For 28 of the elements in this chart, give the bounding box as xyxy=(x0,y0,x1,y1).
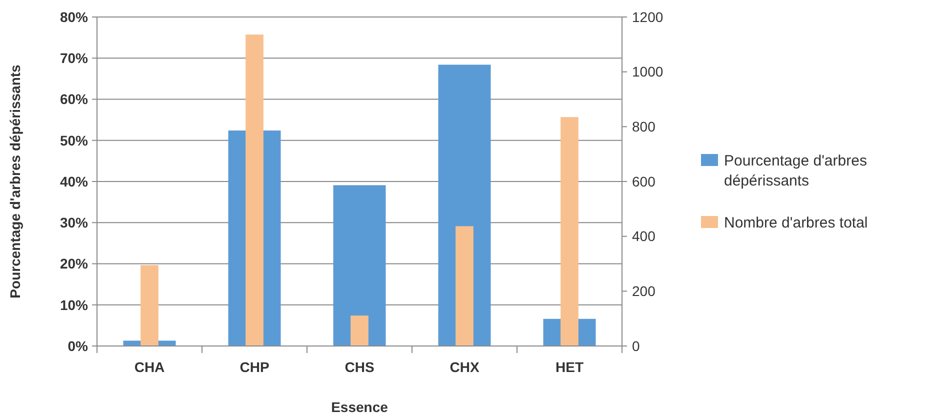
y-tick-label: 20% xyxy=(60,256,89,272)
legend-label: Pourcentage d'arbres dépérissants xyxy=(724,152,867,190)
bar xyxy=(333,185,386,346)
x-axis-title: Essence xyxy=(331,399,388,415)
y2-tick-label: 600 xyxy=(632,173,656,190)
y2-tick-label: 0 xyxy=(632,338,640,354)
x-tick-label: CHA xyxy=(134,359,165,375)
y2-tick-label: 800 xyxy=(632,118,656,135)
y2-tick-label: 1200 xyxy=(632,8,664,25)
y2-tick-label: 200 xyxy=(632,283,656,300)
x-tick-label: CHS xyxy=(344,359,374,375)
y-tick-label: 10% xyxy=(60,296,89,313)
bar xyxy=(456,226,474,346)
y-tick-label: 80% xyxy=(60,8,89,25)
y2-tick-label: 1000 xyxy=(632,64,664,80)
legend-label: Nombre d'arbres total xyxy=(724,214,868,232)
y-tick-label: 50% xyxy=(60,132,89,148)
x-tick-label: CHX xyxy=(450,359,480,375)
y-tick-label: 60% xyxy=(60,91,89,108)
y-tick-label: 40% xyxy=(60,173,89,190)
y-tick-label: 30% xyxy=(60,214,89,231)
y-tick-label: 0% xyxy=(68,338,89,354)
x-tick-label: CHP xyxy=(240,359,270,375)
bar xyxy=(350,316,368,346)
y2-tick-label: 400 xyxy=(632,228,656,244)
y-axis-title: Pourcentage d'arbres dépérissants xyxy=(7,64,23,298)
y-tick-label: 70% xyxy=(60,50,89,66)
x-tick-label: HET xyxy=(556,359,584,375)
